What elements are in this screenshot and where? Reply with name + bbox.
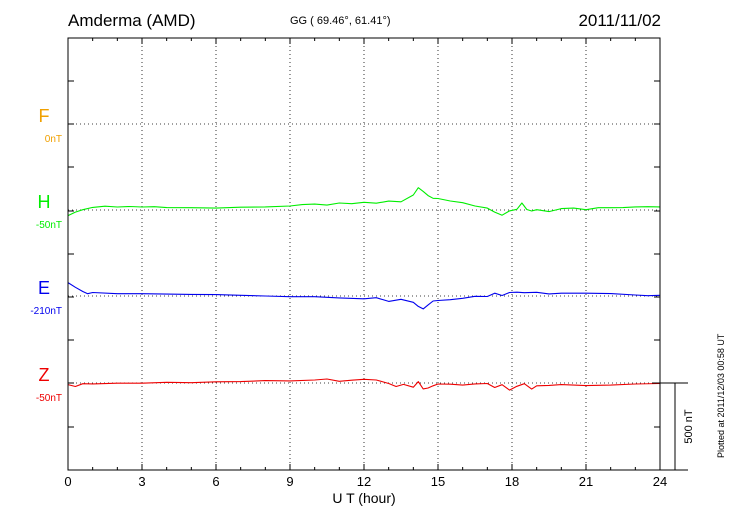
x-tick-label: 0 (64, 474, 71, 489)
x-tick-label: 24 (653, 474, 667, 489)
x-tick-label: 12 (357, 474, 371, 489)
series-labels: F 0nT H -50nT E -210nT Z -50nT (30, 106, 62, 404)
series-z-baseline: -50nT (36, 393, 62, 404)
plotted-timestamp: Plotted at 2011/12/03 00:58 UT (716, 333, 726, 458)
series-h-baseline: -50nT (36, 220, 62, 231)
scale-bar: 500 nT (652, 382, 695, 471)
series-e-line (67, 282, 661, 310)
x-tick-labels: 0 3 6 9 12 15 18 21 24 (64, 474, 667, 489)
x-axis-label: U T (hour) (332, 490, 395, 506)
grid-lines (68, 38, 660, 470)
series-f-baseline: 0nT (45, 134, 62, 145)
chart-date: 2011/11/02 (578, 11, 661, 30)
series-z-line (67, 378, 661, 391)
station-title: Amderma (AMD) (68, 11, 196, 30)
series-h-line (67, 187, 661, 217)
series-e-name: E (38, 278, 50, 298)
series-layer (67, 187, 661, 391)
scale-bar-label: 500 nT (683, 409, 695, 444)
x-tick-label: 21 (579, 474, 593, 489)
series-e-baseline: -210nT (30, 306, 62, 317)
series-h-name: H (38, 192, 51, 212)
x-tick-label: 18 (505, 474, 519, 489)
x-tick-label: 9 (286, 474, 293, 489)
x-tick-label: 6 (212, 474, 219, 489)
series-z-name: Z (39, 365, 50, 385)
station-coordinates: GG ( 69.46°, 61.41°) (290, 15, 391, 27)
x-tick-label: 3 (138, 474, 145, 489)
series-f-name: F (39, 106, 50, 126)
x-tick-label: 15 (431, 474, 445, 489)
